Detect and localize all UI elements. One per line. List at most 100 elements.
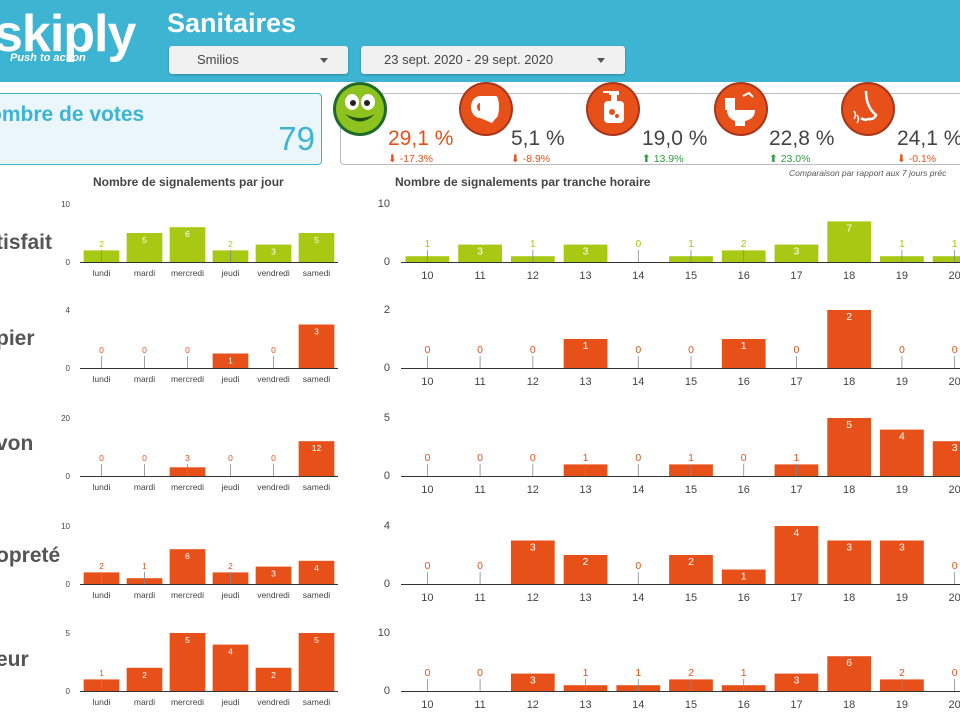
hourly-category-label: 13	[579, 592, 591, 604]
daily-data-label: 0	[142, 345, 147, 355]
daily-bar	[298, 560, 335, 584]
hourly-category-label: 17	[790, 699, 802, 711]
hourly-data-label: 2	[899, 667, 905, 679]
daily-category-label: lundi	[93, 482, 111, 492]
hourly-category-label: 10	[421, 376, 433, 388]
hourly-data-label: 1	[424, 238, 430, 250]
hourly-category-label: 12	[527, 270, 539, 282]
hourly-data-label: 1	[741, 340, 747, 352]
daily-y-tick-label: 0	[66, 580, 71, 589]
kpi-delta-cleanliness: ⬆ 23.0%	[769, 153, 811, 165]
hourly-category-label: 19	[896, 376, 908, 388]
daily-category-label: mercredi	[171, 268, 204, 278]
kpi-delta-odor: ⬇ -0.1%	[897, 153, 937, 165]
hourly-bar	[563, 244, 608, 262]
site-dropdown[interactable]: Smilios	[169, 46, 348, 74]
hourly-bar	[880, 429, 924, 476]
daily-category-label: mercredi	[171, 590, 204, 600]
daily-data-label: 2	[228, 561, 233, 571]
hourly-data-label: 0	[952, 560, 958, 572]
hourly-category-label: 20	[949, 699, 960, 711]
hourly-bar	[827, 221, 872, 262]
hourly-category-label: 12	[527, 484, 539, 496]
toilet-paper-icon	[459, 82, 513, 136]
daily-data-label: 2	[99, 239, 104, 249]
hourly-category-label: 20	[949, 484, 960, 496]
hourly-category-label: 17	[790, 376, 802, 388]
daily-data-label: 0	[271, 453, 276, 463]
daily-bar	[255, 244, 292, 262]
date-range-dropdown[interactable]: 23 sept. 2020 - 29 sept. 2020	[361, 46, 625, 74]
hourly-category-label: 12	[527, 376, 539, 388]
hourly-bar	[880, 540, 924, 584]
daily-category-label: lundi	[93, 697, 111, 707]
skiply-logo[interactable]: skiply	[0, 5, 136, 63]
hourly-data-label: 5	[846, 419, 852, 431]
daily-data-label: 2	[142, 670, 147, 680]
daily-category-label: mercredi	[171, 374, 204, 384]
daily-data-label: 0	[142, 453, 147, 463]
daily-data-label: 1	[228, 356, 233, 366]
chevron-down-icon	[320, 58, 328, 63]
hourly-category-label: 11	[474, 270, 485, 282]
hourly-data-label: 0	[899, 344, 905, 356]
daily-data-label: 1	[99, 668, 104, 678]
hourly-y-tick-label: 10	[378, 198, 390, 210]
row-label-odor: eur	[0, 648, 29, 671]
hourly-data-label: 2	[688, 556, 694, 568]
hourly-data-label: 1	[530, 238, 536, 250]
daily-y-tick-label: 0	[66, 687, 71, 696]
daily-category-label: lundi	[93, 590, 111, 600]
site-dropdown-value: Smilios	[197, 52, 239, 67]
hourly-data-label: 0	[424, 667, 430, 679]
hourly-category-label: 20	[949, 376, 960, 388]
hourly-bar	[510, 540, 555, 584]
daily-data-label: 12	[312, 443, 322, 453]
hourly-category-label: 15	[685, 484, 697, 496]
daily-bar	[126, 667, 163, 691]
daily-category-label: vendredi	[257, 268, 290, 278]
hourly-y-tick-label: 0	[384, 256, 390, 268]
daily-category-label: vendredi	[257, 482, 290, 492]
page-title: Sanitaires	[167, 8, 297, 38]
kpi-value-soap: 19,0 %	[642, 127, 708, 150]
hourly-y-tick-label: 0	[384, 470, 390, 482]
hourly-category-label: 18	[843, 270, 855, 282]
hourly-data-label: 2	[688, 667, 694, 679]
hourly-data-label: 0	[477, 667, 483, 679]
daily-data-label: 3	[314, 327, 319, 337]
hourly-data-label: 7	[846, 222, 852, 234]
hourly-category-label: 14	[632, 376, 644, 388]
daily-y-tick-label: 20	[61, 414, 70, 423]
daily-data-label: 3	[271, 569, 276, 579]
daily-bar	[255, 667, 292, 691]
hourly-data-label: 0	[424, 344, 430, 356]
row-label-paper: pier	[0, 327, 35, 350]
hourly-y-tick-label: 0	[384, 685, 390, 697]
daily-category-label: vendredi	[257, 590, 290, 600]
hourly-category-label: 20	[949, 270, 960, 282]
smiley-icon	[333, 82, 387, 136]
hourly-data-label: 4	[794, 527, 800, 539]
daily-category-label: samedi	[303, 590, 331, 600]
hourly-category-label: 17	[790, 270, 802, 282]
daily-category-label: jeudi	[221, 374, 240, 384]
kpi-delta-paper: ⬇ -8.9%	[511, 153, 551, 165]
daily-data-label: 5	[142, 235, 147, 245]
hourly-data-label: 0	[477, 344, 483, 356]
daily-category-label: samedi	[303, 697, 331, 707]
votes-value: 79	[278, 120, 315, 157]
hourly-data-label: 2	[846, 311, 852, 323]
hourly-category-label: 20	[949, 592, 960, 604]
daily-data-label: 5	[185, 635, 190, 645]
hourly-data-label: 0	[794, 344, 800, 356]
hourly-category-label: 11	[474, 376, 485, 388]
hourly-bar	[669, 555, 713, 584]
hourly-data-label: 6	[846, 657, 852, 669]
hourly-bar	[827, 418, 872, 476]
date-range-value: 23 sept. 2020 - 29 sept. 2020	[384, 52, 554, 67]
daily-category-label: mardi	[134, 697, 155, 707]
daily-y-tick-label: 4	[66, 306, 71, 315]
